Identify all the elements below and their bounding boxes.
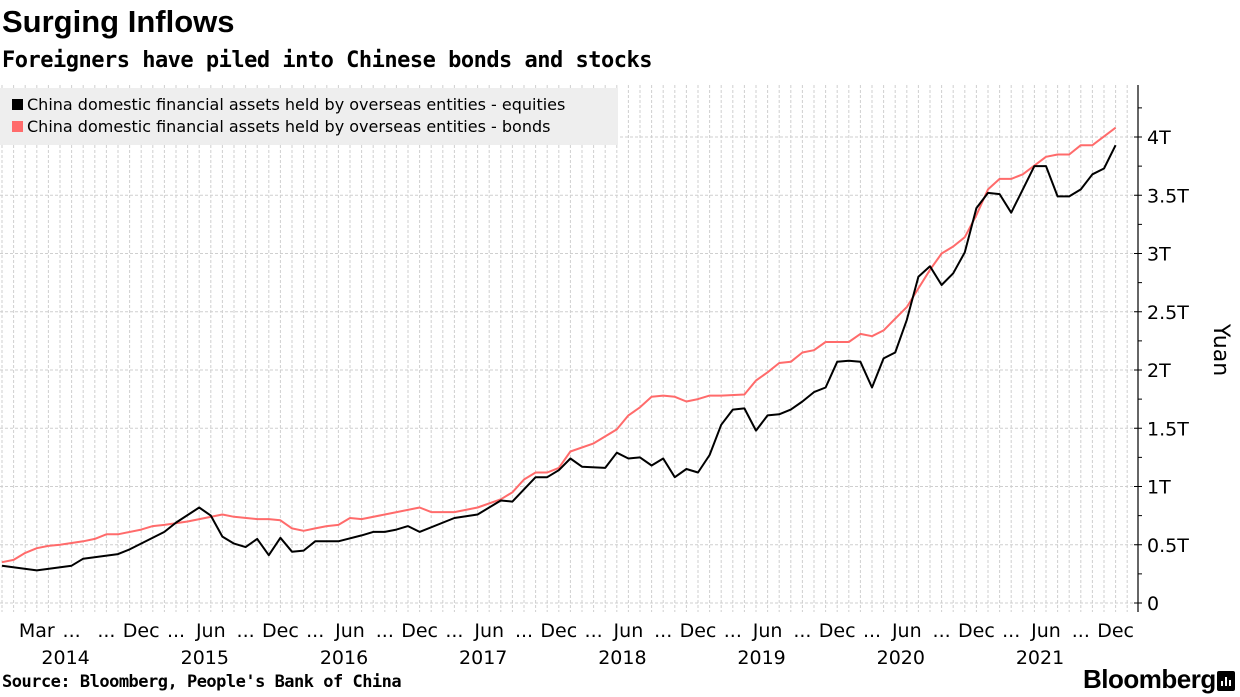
y-tick-label: 0.5T [1147,535,1189,557]
y-tick-label: 2.5T [1147,302,1189,324]
x-tick-label: ... [445,620,463,642]
chart-subtitle: Foreigners have piled into Chinese bonds… [2,48,653,73]
legend-swatch-bonds [12,121,23,132]
legend-label-bonds: China domestic financial assets held by … [27,117,551,136]
chart-title: Surging Inflows [2,4,235,39]
x-tick-label: Dec [262,620,299,642]
x-tick-label: Dec [819,620,856,642]
x-tick-label: Jun [891,620,922,642]
y-tick-label: 1T [1147,477,1171,499]
legend-swatch-equities [12,99,23,110]
legend: China domestic financial assets held by … [0,88,618,145]
x-year-label: 2021 [1016,647,1064,669]
x-year-label: 2017 [459,647,507,669]
x-tick-label: ... [515,620,533,642]
x-year-label: 2014 [41,647,89,669]
y-axis-label: Yuan [1208,323,1233,376]
x-tick-label: Jun [613,620,644,642]
bloomberg-logo: Bloomberg [1083,664,1216,694]
x-tick-label: Dec [1097,620,1134,642]
x-tick-label: Jun [1030,620,1061,642]
grid [0,85,1138,612]
x-year-label: 2019 [737,647,785,669]
series-lines [1,126,1117,572]
equities-line [1,144,1117,572]
x-tick-label: ... [654,620,672,642]
x-tick-label: ... [863,620,881,642]
y-tick-label: 4T [1147,127,1171,149]
x-tick-label: ... [237,620,255,642]
bloomberg-chart-icon [1217,671,1235,691]
y-tick-label: 3.5T [1147,185,1189,207]
x-axis: Mar...... Dec... Jun... Dec... Jun... Dec... J… [19,620,1134,669]
x-tick-label: Jun [473,620,504,642]
y-axis: 0 0.5T 1T 1.5T 2T 2.5T 3T 3.5T 4T [1134,85,1189,615]
source-note: Source: Bloomberg, People's Bank of Chin… [2,672,402,692]
x-tick-label: ... [167,620,185,642]
y-tick-label: 3T [1147,244,1171,266]
x-tick-label: Dec [958,620,995,642]
x-tick-label: ... [1072,620,1090,642]
x-tick-label: ... [1002,620,1020,642]
x-year-label: 2015 [181,647,229,669]
y-tick-label: 2T [1147,360,1171,382]
x-tick-label: ... [376,620,394,642]
x-tick-label: ... [63,620,81,642]
x-year-label: 2018 [598,647,646,669]
x-tick-label: Mar [19,620,55,642]
x-tick-label: ... [97,620,115,642]
x-year-label: 2020 [877,647,925,669]
legend-label-equities: China domestic financial assets held by … [27,95,566,114]
x-tick-label: ... [306,620,324,642]
legend-item-equities: China domestic financial assets held by … [12,95,565,114]
x-tick-label: ... [933,620,951,642]
x-tick-label: Dec [123,620,160,642]
x-year-label: 2016 [320,647,368,669]
x-tick-label: Dec [540,620,577,642]
x-tick-label: ... [793,620,811,642]
legend-item-bonds: China domestic financial assets held by … [12,117,550,136]
x-tick-label: Dec [680,620,717,642]
x-tick-label: Dec [401,620,438,642]
x-tick-label: Jun [334,620,365,642]
x-tick-label: ... [724,620,742,642]
y-tick-label: 0 [1147,593,1159,615]
x-tick-label: Jun [195,620,226,642]
y-tick-label: 1.5T [1147,418,1189,440]
x-tick-label: Jun [752,620,783,642]
x-tick-label: ... [585,620,603,642]
